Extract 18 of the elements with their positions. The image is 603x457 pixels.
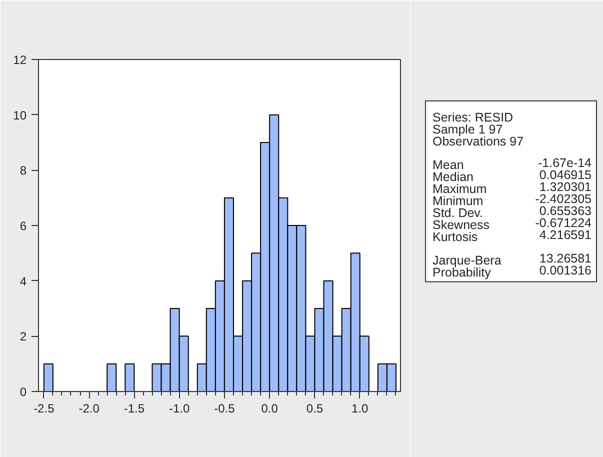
x-tick-label: -0.5 [214,402,236,416]
x-tick-label: 1.0 [352,402,369,416]
text: Observations 97 [432,134,524,148]
y-tick-label: 12 [13,53,27,67]
x-tick-label: -2.5 [34,402,55,416]
x-tick-label: -1.0 [168,402,190,416]
y-tick-label: 6 [20,219,27,233]
x-tick-label: -1.5 [124,402,145,416]
y-tick-label: 2 [20,330,27,344]
x-tick-label: 0.5 [306,402,324,416]
text: Series: RESID [432,110,514,124]
y-tick-label: 8 [20,164,27,178]
y-tick-label: 10 [13,108,27,122]
text: Sample 1 97 [432,122,503,136]
y-tick-label: 4 [20,274,27,288]
x-tick-label: 0.0 [261,402,278,416]
y-tick-label: 0 [20,385,27,399]
x-tick-label: -2.0 [78,402,100,416]
